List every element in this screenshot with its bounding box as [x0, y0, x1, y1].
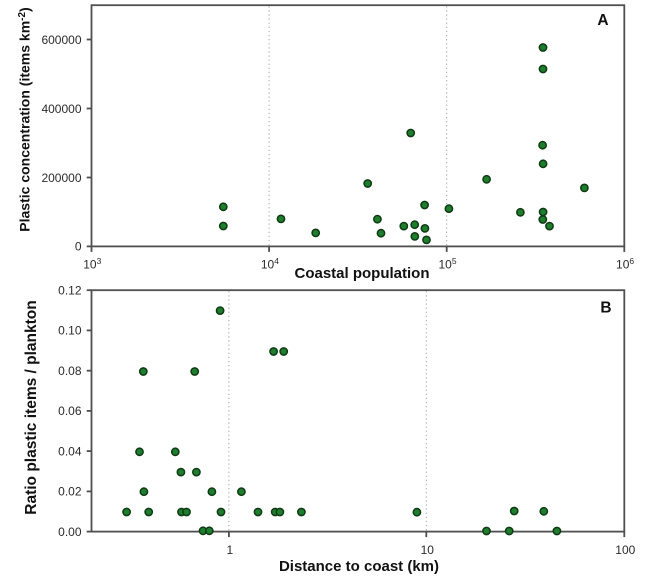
svg-text:100: 100: [615, 543, 635, 557]
svg-text:Coastal population: Coastal population: [295, 265, 430, 282]
svg-text:0.00: 0.00: [58, 525, 82, 539]
svg-text:0.10: 0.10: [58, 324, 82, 338]
svg-text:Distance to coast (km): Distance to coast (km): [279, 558, 439, 575]
svg-text:A: A: [597, 12, 608, 29]
svg-text:0.04: 0.04: [58, 444, 82, 458]
svg-text:200000: 200000: [41, 171, 81, 185]
svg-text:10: 10: [421, 543, 435, 557]
svg-text:0.12: 0.12: [58, 284, 82, 298]
svg-text:Plastic concentration (items k: Plastic concentration (items km-2): [17, 7, 33, 231]
svg-text:B: B: [600, 299, 611, 316]
svg-text:0: 0: [75, 240, 82, 254]
svg-text:600000: 600000: [41, 33, 81, 47]
svg-text:Ratio plastic items / plankton: Ratio plastic items / plankton: [23, 300, 40, 514]
svg-text:1: 1: [227, 543, 234, 557]
svg-text:0.06: 0.06: [58, 404, 82, 418]
svg-text:400000: 400000: [41, 102, 81, 116]
svg-text:0.02: 0.02: [58, 485, 82, 499]
svg-text:0.08: 0.08: [58, 364, 82, 378]
